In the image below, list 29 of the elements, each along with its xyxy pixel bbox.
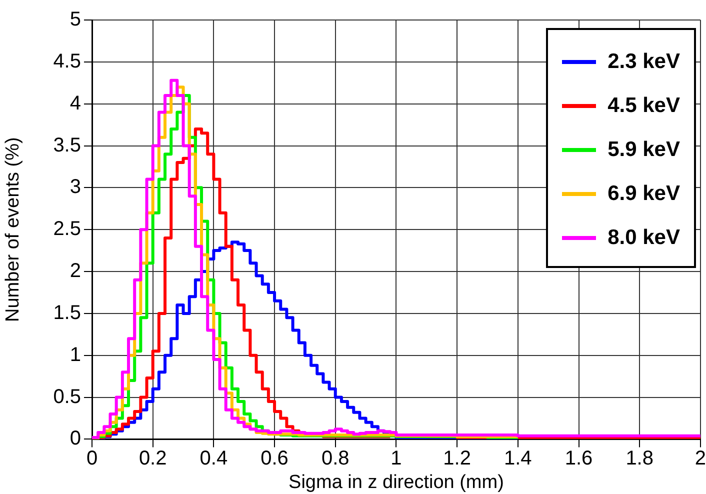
- x-tick-label: 0.2: [138, 448, 167, 470]
- y-tick-label: 3: [70, 176, 81, 198]
- x-tick-label: 1: [390, 448, 402, 470]
- legend-label: 5.9 keV: [608, 138, 680, 162]
- x-tick-label: 0.8: [321, 448, 350, 470]
- x-tick-label: 1.6: [564, 448, 593, 470]
- x-tick-label: 1.2: [443, 448, 471, 470]
- y-tick-label: 2: [70, 260, 81, 282]
- legend-label: 8.0 keV: [608, 226, 680, 250]
- legend-label: 6.9 keV: [608, 182, 680, 206]
- y-tick-label: 5: [70, 8, 81, 31]
- y-tick-label: 2.5: [53, 218, 81, 240]
- y-tick-label: 0.5: [53, 386, 81, 408]
- x-tick-label: 0.6: [260, 448, 288, 470]
- x-tick-label: 2: [694, 448, 706, 470]
- y-tick-label: 3.5: [53, 134, 81, 156]
- legend-label: 2.3 keV: [608, 50, 680, 74]
- x-tick-label: 0.4: [200, 448, 228, 470]
- y-tick-label: 0: [70, 428, 81, 450]
- x-axis-title: Sigma in z direction (mm): [288, 472, 504, 493]
- y-tick-label: 1: [70, 344, 81, 366]
- x-tick-label: 0: [86, 448, 98, 470]
- x-tick-label: 1.8: [626, 448, 654, 470]
- y-tick-label: 4.5: [53, 50, 81, 72]
- y-axis-title: Number of events (%): [2, 137, 24, 322]
- legend-label: 4.5 keV: [608, 94, 680, 118]
- y-tick-label: 1.5: [53, 302, 81, 324]
- x-tick-label: 1.4: [504, 448, 532, 470]
- y-tick-label: 4: [70, 92, 81, 114]
